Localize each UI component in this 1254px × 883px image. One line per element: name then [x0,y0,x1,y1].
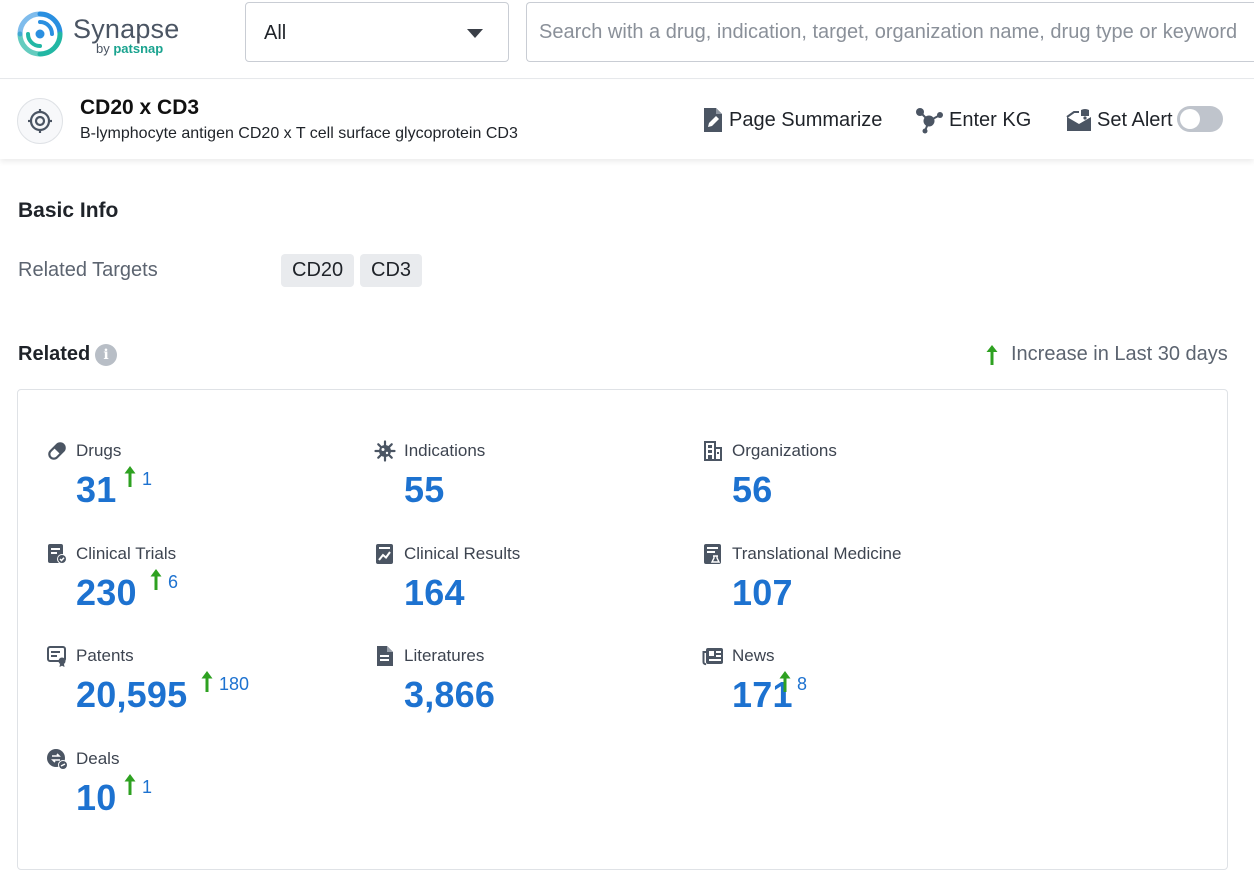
synapse-logo-icon [16,10,64,58]
stat-value[interactable]: 10 [76,777,116,819]
stat-value[interactable]: 230 [76,572,137,614]
stat-increase-value: 180 [219,674,249,695]
stat-indications[interactable]: Indications 55 [374,440,674,520]
stat-label: Clinical Results [404,544,520,564]
arrow-up-icon [985,344,999,366]
graph-nodes-icon [914,106,944,134]
stat-value[interactable]: 164 [404,572,465,614]
stat-label: Deals [76,749,119,769]
stat-label: Literatures [404,646,484,666]
toggle-knob [1180,109,1200,129]
set-alert-button[interactable]: Set Alert [1066,105,1173,135]
page-subtitle: B-lymphocyte antigen CD20 x T cell surfa… [80,125,518,143]
arrow-up-icon [150,568,162,592]
target-tag-cd3[interactable]: CD3 [360,254,422,287]
stat-value[interactable]: 56 [732,469,772,511]
stat-increase: 6 [150,568,178,593]
stat-increase: 180 [201,670,249,695]
entity-header: CD20 x CD3 B-lymphocyte antigen CD20 x T… [0,80,1254,159]
patent-icon [46,645,68,667]
stat-value[interactable]: 3,866 [404,674,495,716]
stat-increase-value: 1 [142,469,152,490]
stat-value[interactable]: 107 [732,572,793,614]
alert-bell-icon [1066,108,1092,132]
stat-label: Patents [76,646,134,666]
pill-icon [46,440,68,462]
related-heading: Related [18,343,90,366]
document-edit-icon [702,107,724,133]
set-alert-toggle[interactable] [1177,106,1223,132]
stat-increase: 1 [124,465,152,490]
related-stats-panel: Drugs 31 1 Indications 55 [17,389,1228,870]
logo-byline: by patsnap [96,41,163,56]
caret-down-icon [467,29,483,38]
page-title: CD20 x CD3 [80,96,199,120]
set-alert-label: Set Alert [1097,109,1173,132]
stat-increase-value: 6 [168,572,178,593]
file-text-icon [374,645,396,667]
deal-icon [46,748,68,770]
increase-legend-text: Increase in Last 30 days [1011,343,1228,366]
stat-increase: 1 [124,773,152,798]
logo-by: by [96,41,110,56]
chart-report-icon [374,543,396,565]
page-summarize-label: Page Summarize [729,109,882,132]
enter-kg-button[interactable]: Enter KG [914,105,1031,135]
stat-deals[interactable]: Deals 10 1 [46,748,346,828]
basic-info-heading: Basic Info [18,199,118,223]
clipboard-icon [46,543,68,565]
stat-label: Drugs [76,441,121,461]
arrow-up-icon [124,773,136,797]
increase-legend: Increase in Last 30 days [985,343,1228,366]
stat-label: Indications [404,441,485,461]
stat-value[interactable]: 55 [404,469,444,511]
stat-clinical-trials[interactable]: Clinical Trials 230 6 [46,543,346,623]
stat-drugs[interactable]: Drugs 31 1 [46,440,346,520]
stat-clinical-results[interactable]: Clinical Results 164 [374,543,674,623]
search-scope-value: All [264,22,286,45]
target-icon [17,98,63,144]
stat-value[interactable]: 31 [76,469,116,511]
stat-value[interactable]: 20,595 [76,674,187,716]
info-icon[interactable]: i [95,344,117,366]
stat-label: Organizations [732,441,837,461]
stat-increase-value: 8 [797,674,807,695]
stat-translational-medicine[interactable]: Translational Medicine 107 [702,543,1002,623]
stat-patents[interactable]: Patents 20,595 180 [46,645,346,725]
top-bar: Synapse by patsnap All [0,0,1254,79]
stat-literatures[interactable]: Literatures 3,866 [374,645,674,725]
arrow-up-icon [201,670,213,694]
building-icon [702,440,724,462]
arrow-up-icon [124,465,136,489]
stat-news[interactable]: News 171 8 [702,645,1002,725]
target-tag-cd20[interactable]: CD20 [281,254,354,287]
stat-organizations[interactable]: Organizations 56 [702,440,1002,520]
page-summarize-button[interactable]: Page Summarize [702,105,882,135]
synapse-logo[interactable]: Synapse by patsnap [16,10,186,60]
search-input[interactable] [526,2,1254,62]
stat-label: Clinical Trials [76,544,176,564]
newspaper-icon [702,645,724,667]
search-scope-select[interactable]: All [245,2,509,62]
virus-icon [374,440,396,462]
stat-increase-value: 1 [142,777,152,798]
related-targets-label: Related Targets [18,259,158,282]
stat-label: Translational Medicine [732,544,901,564]
logo-brand: patsnap [113,41,163,56]
enter-kg-label: Enter KG [949,109,1031,132]
stat-label: News [732,646,775,666]
stat-increase: 8 [779,670,807,695]
document-flask-icon [702,543,724,565]
arrow-up-icon [779,670,791,694]
